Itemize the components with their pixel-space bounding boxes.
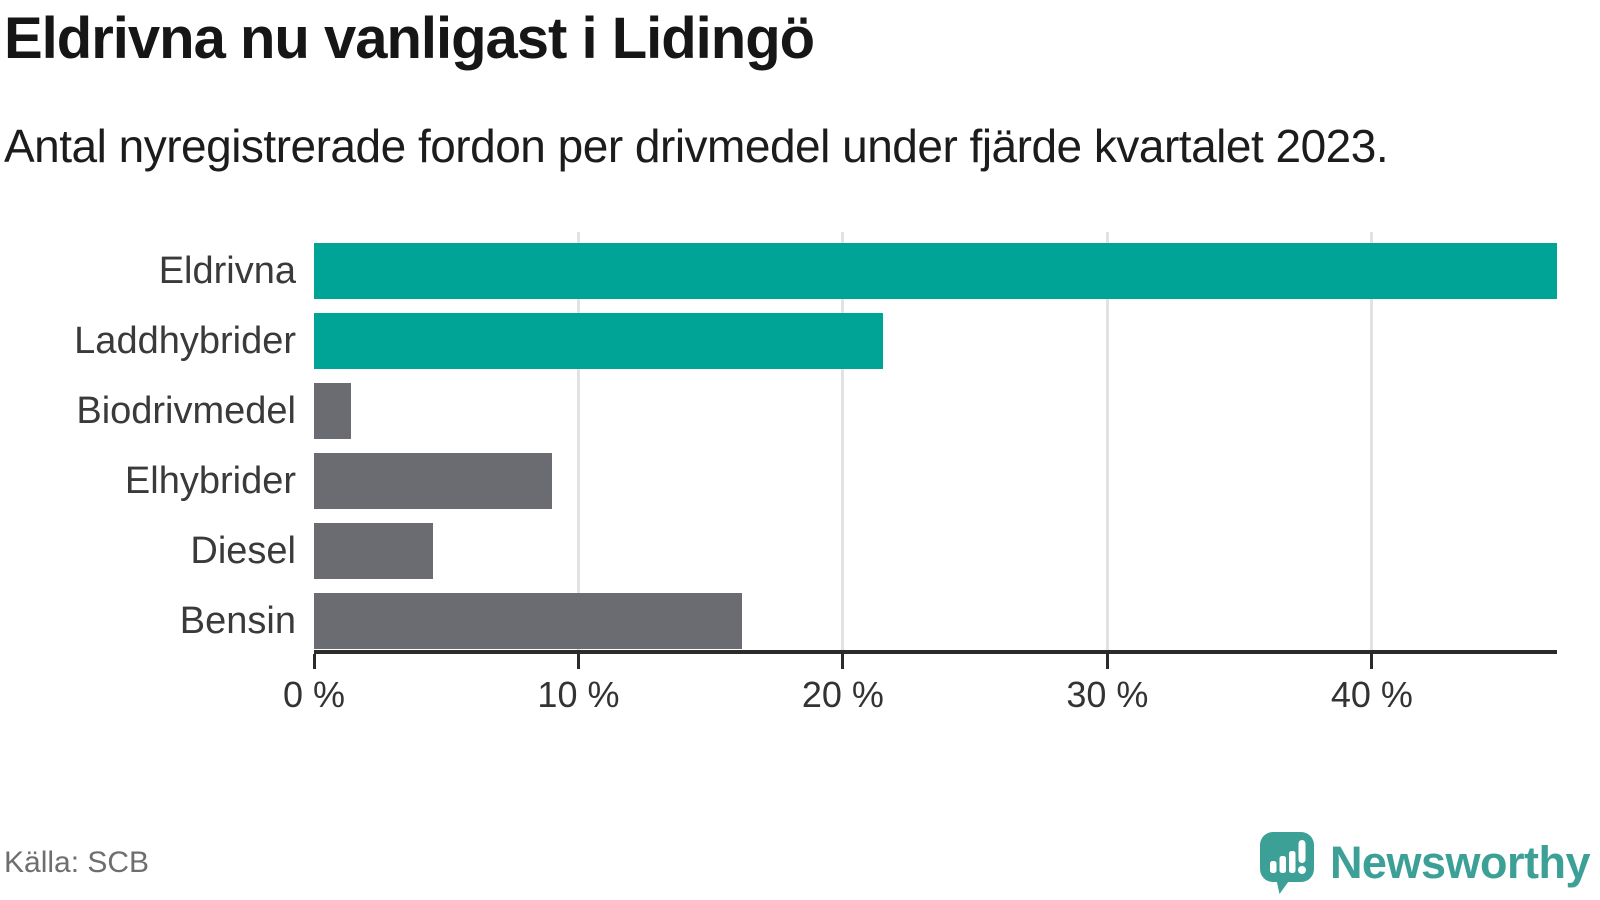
newsworthy-logo: Newsworthy xyxy=(1259,832,1591,894)
newsworthy-wordmark: Newsworthy xyxy=(1329,837,1591,888)
chart-title: Eldrivna nu vanligast i Lidingö xyxy=(4,6,815,71)
chart-subtitle: Antal nyregistrerade fordon per drivmede… xyxy=(4,120,1389,172)
bar-chart-plot-area: Eldrivna Laddhybrider Biodrivmedel Elhybrid… xyxy=(74,232,1557,715)
category-label: Bensin xyxy=(179,600,296,642)
gridline xyxy=(1370,232,1374,651)
category-label: Eldrivna xyxy=(158,250,296,292)
bar xyxy=(314,313,883,369)
x-axis-line xyxy=(314,650,1557,654)
bar xyxy=(314,453,553,509)
axis-tick-label: 40 % xyxy=(1330,674,1413,715)
gridline xyxy=(576,232,580,651)
axis-tick xyxy=(1105,654,1109,669)
bar xyxy=(314,243,1557,299)
bar xyxy=(314,523,433,579)
category-label: Biodrivmedel xyxy=(76,390,296,432)
source-caption: Källa: SCB xyxy=(4,846,150,879)
axis-tick xyxy=(576,654,580,669)
category-label: Elhybrider xyxy=(124,460,296,502)
gridline xyxy=(841,232,845,651)
axis-tick-label: 30 % xyxy=(1066,674,1149,715)
axis-tick xyxy=(841,654,845,669)
newsworthy-logo-icon xyxy=(1259,832,1314,894)
bar xyxy=(314,593,743,649)
bar xyxy=(314,383,352,439)
category-label: Diesel xyxy=(190,530,296,572)
gridline xyxy=(1105,232,1109,651)
axis-tick-label: 20 % xyxy=(801,674,884,715)
category-label: Laddhybrider xyxy=(74,320,296,362)
axis-tick xyxy=(1370,654,1374,669)
axis-tick-label: 0 % xyxy=(282,674,346,715)
axis-tick-label: 10 % xyxy=(537,674,620,715)
axis-tick xyxy=(312,654,316,669)
